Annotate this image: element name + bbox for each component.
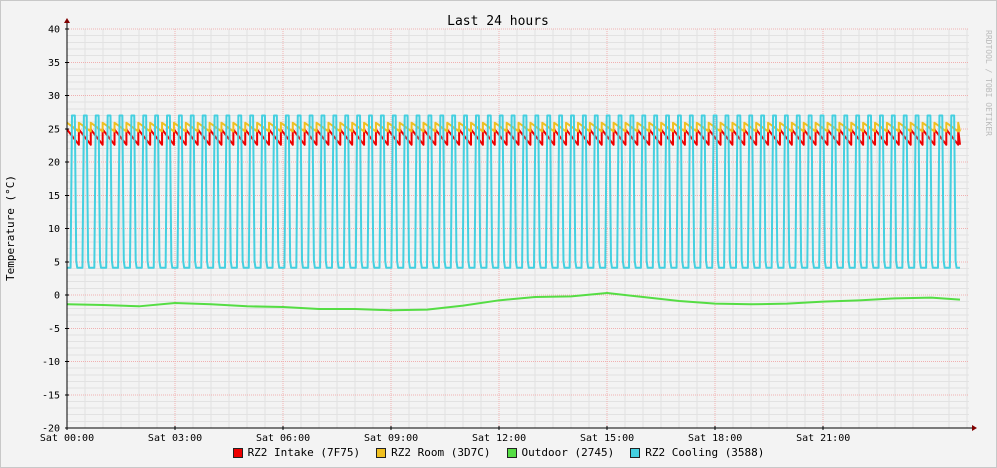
y-tick-label: 20 [48, 158, 60, 169]
legend-swatch [630, 447, 641, 458]
chart-svg: Last 24 hours Temperature (°C) RRDTOOL /… [4, 14, 993, 444]
legend: RZ2 Intake (7F75) RZ2 Room (3D7C) Outdoor … [0, 446, 997, 459]
y-axis-arrow [64, 18, 70, 23]
legend-swatch [506, 447, 517, 458]
series-line-2 [66, 292, 961, 312]
y-tick-label: -15 [42, 390, 60, 401]
x-axis-arrow [972, 425, 977, 431]
x-tick-labels: Sat 00:00 Sat 03:00 Sat 06:00 Sat 09:00 Sat … [40, 433, 850, 444]
legend-label: RZ2 Intake (7F75) [247, 446, 361, 459]
x-tick-label: Sat 06:00 [256, 433, 310, 444]
legend-label: RZ2 Room (3D7C) [391, 446, 491, 459]
y-axis-label: Temperature (°C) [4, 175, 17, 281]
x-tick-label: Sat 15:00 [580, 433, 634, 444]
y-tick-label: 25 [48, 124, 60, 135]
x-tick-label: Sat 12:00 [472, 433, 526, 444]
y-tick-label: -10 [42, 357, 60, 368]
y-tick-label: 30 [48, 91, 60, 102]
series-line-3 [67, 114, 960, 269]
legend-item: RZ2 Intake (7F75) [232, 446, 361, 459]
x-tick-label: Sat 09:00 [364, 433, 418, 444]
x-tick-label: Sat 18:00 [688, 433, 742, 444]
y-tick-label: 10 [48, 224, 60, 235]
y-tick-label: 35 [48, 58, 60, 69]
y-tick-labels: 40 35 30 25 20 15 10 5 0 -5 -10 -15 -20 [42, 25, 60, 435]
y-tick-label: -20 [42, 424, 60, 435]
x-tick-label: Sat 03:00 [148, 433, 202, 444]
axes [64, 18, 977, 431]
series-line-1 [66, 121, 961, 133]
y-tick-label: 15 [48, 191, 60, 202]
legend-item: RZ2 Cooling (3588) [630, 446, 764, 459]
watermark: RRDTOOL / TOBI OETIKER [984, 30, 993, 136]
x-tick-label: Sat 00:00 [40, 433, 94, 444]
legend-label: Outdoor (2745) [521, 446, 615, 459]
x-tick-label: Sat 21:00 [796, 433, 850, 444]
y-tick-label: 5 [54, 257, 60, 268]
legend-item: Outdoor (2745) [506, 446, 615, 459]
y-tick-label: -5 [48, 324, 60, 335]
series-layer [66, 114, 961, 312]
legend-item: RZ2 Room (3D7C) [376, 446, 491, 459]
chart-title: Last 24 hours [447, 14, 549, 29]
legend-label: RZ2 Cooling (3588) [645, 446, 765, 459]
y-tick-label: 0 [54, 291, 60, 302]
legend-swatch [376, 447, 387, 458]
y-tick-label: 40 [48, 25, 60, 36]
legend-swatch [232, 447, 243, 458]
